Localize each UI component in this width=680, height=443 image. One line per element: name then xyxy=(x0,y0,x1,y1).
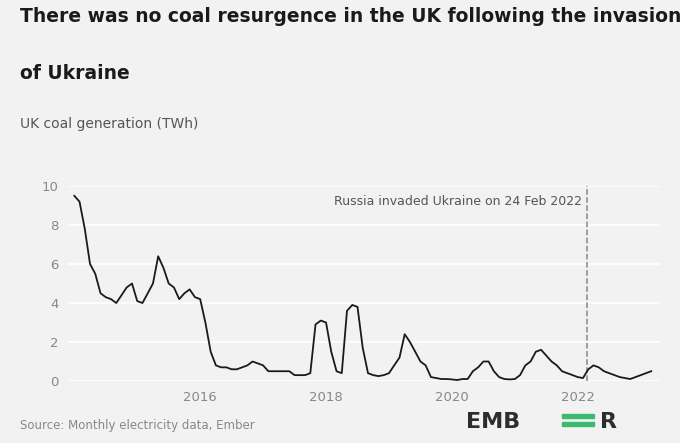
Text: Source: Monthly electricity data, Ember: Source: Monthly electricity data, Ember xyxy=(20,419,255,432)
Bar xyxy=(562,422,594,426)
Text: There was no coal resurgence in the UK following the invasion: There was no coal resurgence in the UK f… xyxy=(20,7,680,26)
Text: EMB: EMB xyxy=(466,412,520,432)
Text: UK coal generation (TWh): UK coal generation (TWh) xyxy=(20,117,199,132)
Text: of Ukraine: of Ukraine xyxy=(20,64,130,83)
Bar xyxy=(562,414,594,418)
Text: Russia invaded Ukraine on 24 Feb 2022: Russia invaded Ukraine on 24 Feb 2022 xyxy=(334,195,582,208)
Text: R: R xyxy=(600,412,617,432)
